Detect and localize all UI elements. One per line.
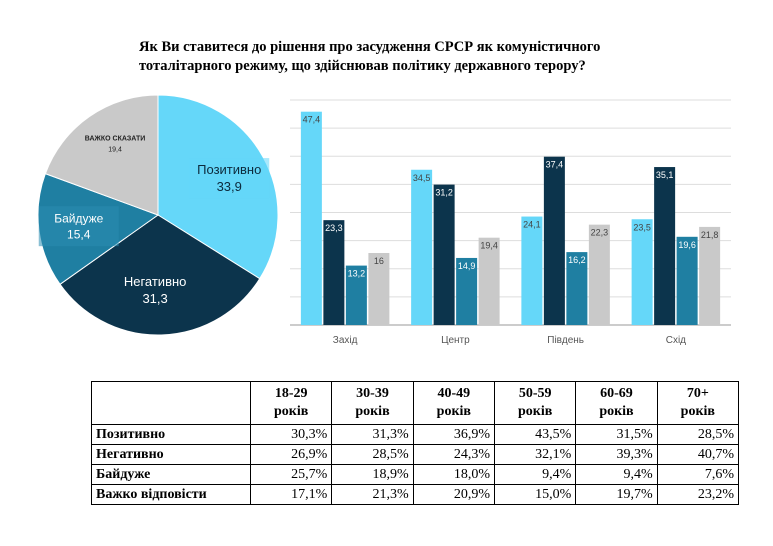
table-cell: 30,3% — [249, 424, 333, 445]
pie-label-box — [38, 206, 119, 247]
bar-negative — [433, 184, 455, 325]
x-tick-label: Південь — [547, 335, 584, 346]
bar-value-label: 22,3 — [591, 228, 609, 238]
table-cell: 18,0% — [412, 464, 495, 485]
table-row: Важко відповісти 17,1% 21,3% 20,9% 15,0%… — [91, 484, 740, 505]
bar-positive — [300, 111, 322, 325]
pie-slice-value: 19,4 — [108, 146, 122, 153]
pie-label-box — [189, 158, 270, 199]
bar-hard-to-say — [368, 253, 390, 325]
row-label: Негативно — [91, 444, 251, 465]
bar-value-label: 14,9 — [458, 261, 476, 271]
table-cell: 43,5% — [493, 424, 577, 445]
bar-value-label: 19,6 — [678, 240, 696, 250]
column-header: 50-59 років — [493, 381, 577, 425]
table-row: Байдуже 25,7% 18,9% 18,0% 9,4% 9,4% 7,6% — [91, 464, 740, 485]
bar-value-label: 19,4 — [480, 241, 498, 251]
column-header: 30-39 років — [331, 381, 414, 425]
bar-positive — [411, 169, 433, 325]
pie-label-box — [115, 269, 196, 310]
bar-value-label: 31,2 — [435, 188, 453, 198]
table-cell: 21,3% — [331, 484, 414, 505]
table-cell: 15,0% — [493, 484, 577, 505]
pie-slice-value: 31,3 — [142, 291, 167, 306]
bar-value-label: 47,4 — [303, 115, 321, 125]
table-cell: 20,9% — [412, 484, 495, 505]
bar-value-label: 23,5 — [633, 222, 651, 232]
pie-slice-label: Байдуже — [54, 211, 103, 225]
bar-value-label: 37,4 — [546, 160, 564, 170]
column-header: 40-49 років — [412, 381, 495, 425]
row-label: Байдуже — [91, 464, 251, 485]
bar-value-label: 16,2 — [568, 255, 586, 265]
pie-slice-hard-to-say — [44, 94, 159, 216]
bar-value-label: 21,8 — [701, 230, 719, 240]
pie-slice-label: Негативно — [124, 274, 187, 289]
table-row: Негативно 26,9% 28,5% 24,3% 32,1% 39,3% … — [91, 444, 740, 465]
bar-hard-to-say — [478, 237, 500, 325]
table-cell: 24,3% — [412, 444, 495, 465]
table-cell: 32,1% — [493, 444, 577, 465]
x-tick-label: Захід — [333, 335, 358, 346]
table-cell: 36,9% — [412, 424, 495, 445]
bar-value-label: 24,1 — [523, 220, 541, 230]
table-cell: 25,7% — [249, 464, 333, 485]
table-cell: 26,9% — [249, 444, 333, 465]
bar-indifferent — [566, 252, 588, 325]
x-tick-label: Центр — [441, 335, 470, 346]
bar-value-label: 35,1 — [656, 170, 674, 180]
chart-title: Як Ви ставитеся до рішення про засудженн… — [139, 39, 601, 74]
bar-value-label: 34,5 — [413, 173, 431, 183]
column-header: 70+ років — [656, 381, 740, 425]
table-cell: 28,5% — [656, 424, 740, 445]
age-group-table: 18-29 років 30-39 років 40-49 років 50-59 ро… — [91, 381, 740, 505]
table-cell: 40,7% — [656, 444, 740, 465]
table-cell: 31,5% — [575, 424, 658, 445]
column-header: 18-29 років — [249, 381, 333, 425]
table-cell: 9,4% — [575, 464, 658, 485]
bar-value-label: 23,3 — [325, 223, 343, 233]
table-cell: 28,5% — [331, 444, 414, 465]
table-cell: 7,6% — [656, 464, 740, 485]
bar-positive — [631, 219, 653, 325]
pie-slice-label: Позитивно — [197, 162, 261, 177]
table-cell: 17,1% — [249, 484, 333, 505]
bar-negative — [323, 220, 345, 325]
table-header-row: 18-29 років 30-39 років 40-49 років 50-59 ро… — [91, 381, 740, 425]
bar-hard-to-say — [699, 226, 721, 325]
bar-positive — [521, 216, 543, 325]
bar-indifferent — [345, 265, 367, 325]
table-cell: 23,2% — [656, 484, 740, 505]
pie-slice-value: 15,4 — [67, 227, 91, 241]
pie-slice-label: ВАЖКО СКАЗАТИ — [85, 135, 146, 142]
table-cell: 18,9% — [331, 464, 414, 485]
bar-negative — [654, 167, 676, 325]
table-cell: 39,3% — [575, 444, 658, 465]
table-cell: 19,7% — [575, 484, 658, 505]
bar-negative — [543, 156, 565, 325]
pie-slice-value: 33,9 — [217, 179, 242, 194]
table-cell: 9,4% — [493, 464, 577, 485]
bar-hard-to-say — [588, 224, 610, 325]
table-cell: 31,3% — [331, 424, 414, 445]
bar-indifferent — [676, 236, 698, 325]
bar-value-label: 16 — [374, 256, 384, 266]
x-tick-label: Схід — [666, 335, 686, 346]
bar-value-label: 13,2 — [348, 269, 366, 279]
table-row: Позитивно 30,3% 31,3% 36,9% 43,5% 31,5% … — [91, 424, 740, 445]
row-label: Важко відповісти — [91, 484, 251, 505]
row-label: Позитивно — [91, 424, 251, 445]
table-corner-cell — [91, 381, 251, 425]
column-header: 60-69 років — [575, 381, 658, 425]
bar-indifferent — [456, 257, 478, 325]
